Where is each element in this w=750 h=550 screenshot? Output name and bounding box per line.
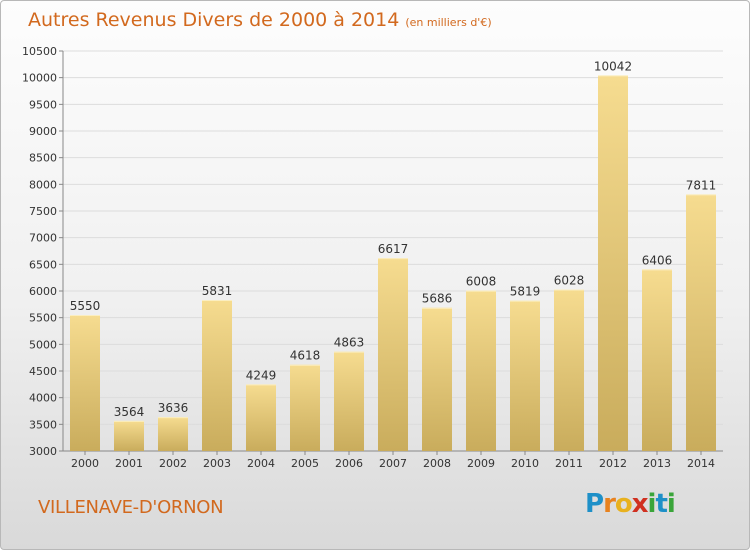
y-tick-label: 8000 (29, 178, 57, 191)
bar (466, 290, 496, 451)
y-tick-label: 10000 (22, 72, 57, 85)
y-tick-label: 5000 (29, 338, 57, 351)
bar (378, 258, 408, 451)
y-tick-label: 7500 (29, 205, 57, 218)
bar (510, 300, 540, 451)
data-label: 7811 (686, 178, 717, 192)
x-tick-label: 2002 (159, 457, 187, 470)
data-label: 5831 (202, 284, 233, 298)
y-tick-label: 8500 (29, 152, 57, 165)
x-tick-label: 2005 (291, 457, 319, 470)
x-tick-label: 2009 (467, 457, 495, 470)
data-label: 3636 (158, 401, 189, 415)
data-label: 6008 (466, 275, 497, 289)
x-tick-label: 2001 (115, 457, 143, 470)
bar (334, 351, 364, 451)
bar (686, 194, 716, 451)
y-tick-label: 7000 (29, 232, 57, 245)
data-label: 5550 (70, 299, 101, 313)
data-label: 5819 (510, 285, 541, 299)
bar (70, 315, 100, 451)
commune-name: VILLENAVE-D'ORNON (38, 497, 224, 518)
y-tick-label: 3000 (29, 445, 57, 458)
y-tick-label: 3500 (29, 418, 57, 431)
y-tick-label: 10500 (22, 45, 57, 58)
bar (642, 269, 672, 451)
x-tick-label: 2010 (511, 457, 539, 470)
logo-letter: o (614, 489, 633, 519)
data-label: 4863 (334, 336, 365, 350)
logo-letter: t (655, 489, 667, 519)
x-tick-label: 2003 (203, 457, 231, 470)
bar (554, 289, 584, 451)
y-tick-label: 4500 (29, 365, 57, 378)
logo-letter: r (603, 489, 616, 519)
data-label: 4618 (290, 349, 321, 363)
x-tick-label: 2006 (335, 457, 363, 470)
logo-letter: i (647, 489, 657, 519)
x-tick-label: 2008 (423, 457, 451, 470)
data-label: 5686 (422, 292, 453, 306)
x-tick-label: 2004 (247, 457, 275, 470)
logo-letter: P (585, 489, 604, 519)
logo-letter: i (666, 489, 676, 519)
bar (246, 384, 276, 451)
y-tick-label: 6000 (29, 285, 57, 298)
bar (202, 300, 232, 451)
bar (422, 307, 452, 451)
bar (114, 420, 144, 451)
data-label: 3564 (114, 405, 145, 419)
y-tick-label: 9000 (29, 125, 57, 138)
y-tick-label: 4000 (29, 392, 57, 405)
data-label: 4249 (246, 368, 277, 382)
y-tick-label: 5500 (29, 312, 57, 325)
x-tick-label: 2011 (555, 457, 583, 470)
y-tick-label: 9500 (29, 98, 57, 111)
data-label: 6617 (378, 242, 409, 256)
logo-letter: x (631, 489, 649, 519)
chart-title: Autres Revenus Divers de 2000 à 2014 (en … (28, 9, 492, 31)
x-tick-label: 2012 (599, 457, 627, 470)
chart-title-text: Autres Revenus Divers de 2000 à 2014 (28, 9, 400, 31)
x-tick-label: 2013 (643, 457, 671, 470)
y-tick-label: 6500 (29, 258, 57, 271)
x-tick-label: 2007 (379, 457, 407, 470)
data-label: 10042 (594, 59, 632, 73)
proxiti-logo: Proxiti (585, 489, 676, 519)
bar (598, 75, 628, 451)
chart-unit: (en milliers d'€) (405, 16, 492, 29)
bar (290, 364, 320, 451)
data-label: 6028 (554, 274, 585, 288)
x-tick-label: 2000 (71, 457, 99, 470)
data-label: 6406 (642, 253, 673, 267)
x-tick-label: 2014 (687, 457, 715, 470)
bar (158, 417, 188, 451)
